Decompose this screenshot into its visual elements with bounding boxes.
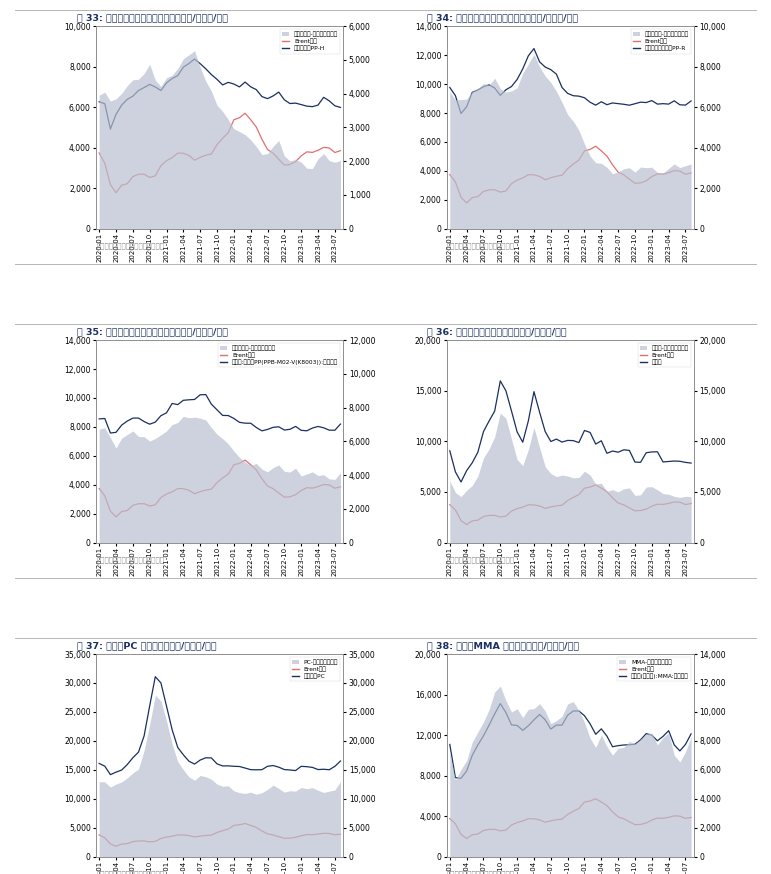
Legend: PC-原油价差（右）, Brent原油, 聚碳酸酯PC: PC-原油价差（右）, Brent原油, 聚碳酸酯PC bbox=[290, 657, 340, 682]
Text: 图 34: 原油、无规聚丙烯价格及价差（元/吨，元/吨）: 图 34: 原油、无规聚丙烯价格及价差（元/吨，元/吨） bbox=[427, 14, 578, 23]
Text: 资料来源：万得，信达证券研究中心: 资料来源：万得，信达证券研究中心 bbox=[96, 557, 164, 563]
Text: 资料来源：万得，信达证券研究中心: 资料来源：万得，信达证券研究中心 bbox=[447, 871, 515, 874]
Legend: 无规聚丙烯-原油价差（右）, Brent原油, 聚丙烯无规共聚物PP-R: 无规聚丙烯-原油价差（右）, Brent原油, 聚丙烯无规共聚物PP-R bbox=[631, 29, 691, 53]
Text: 资料来源：万得，信达证券研究中心: 资料来源：万得，信达证券研究中心 bbox=[447, 557, 515, 563]
Text: 图 35: 原油、抗冲聚丙烯价格及价差（元/吨，元/吨）: 图 35: 原油、抗冲聚丙烯价格及价差（元/吨，元/吨） bbox=[76, 328, 227, 336]
Legend: 均聚聚丙烯-原油价差（右）, Brent原油, 均聚聚丙烯PP-H: 均聚聚丙烯-原油价差（右）, Brent原油, 均聚聚丙烯PP-H bbox=[280, 29, 340, 53]
Legend: MMA-原油价差（右）, Brent原油, 市场价(主流价):MMA:华东市场: MMA-原油价差（右）, Brent原油, 市场价(主流价):MMA:华东市场 bbox=[617, 657, 691, 682]
Text: 资料来源：万得，信达证券研究中心: 资料来源：万得，信达证券研究中心 bbox=[96, 871, 164, 874]
Legend: 抗冲聚丙烯-原油价差（右）, Brent原油, 出厂价:聚丙烯PP(PPB-M02-V(K8003)):扬子石化: 抗冲聚丙烯-原油价差（右）, Brent原油, 出厂价:聚丙烯PP(PPB-M0… bbox=[218, 343, 340, 367]
Text: 图 33: 原油、均聚聚丙烯价格及价差（元/吨，元/吨）: 图 33: 原油、均聚聚丙烯价格及价差（元/吨，元/吨） bbox=[76, 14, 227, 23]
Text: 资料来源：万得，信达证券研究中心: 资料来源：万得，信达证券研究中心 bbox=[447, 243, 515, 249]
Legend: 丙烯腈-原油价差（右）, Brent原油, 丙烯腈: 丙烯腈-原油价差（右）, Brent原油, 丙烯腈 bbox=[638, 343, 691, 367]
Text: 资料来源：万得，信达证券研究中心: 资料来源：万得，信达证券研究中心 bbox=[96, 243, 164, 249]
Text: 图 36: 原油、丙烯腈价格及价差（元/吨，元/吨）: 图 36: 原油、丙烯腈价格及价差（元/吨，元/吨） bbox=[427, 328, 567, 336]
Text: 图 37: 原油、PC 价格及价差（元/吨，元/吨）: 图 37: 原油、PC 价格及价差（元/吨，元/吨） bbox=[76, 642, 216, 650]
Text: 图 38: 原油、MMA 价格及价差（元/吨，元/吨）: 图 38: 原油、MMA 价格及价差（元/吨，元/吨） bbox=[427, 642, 579, 650]
